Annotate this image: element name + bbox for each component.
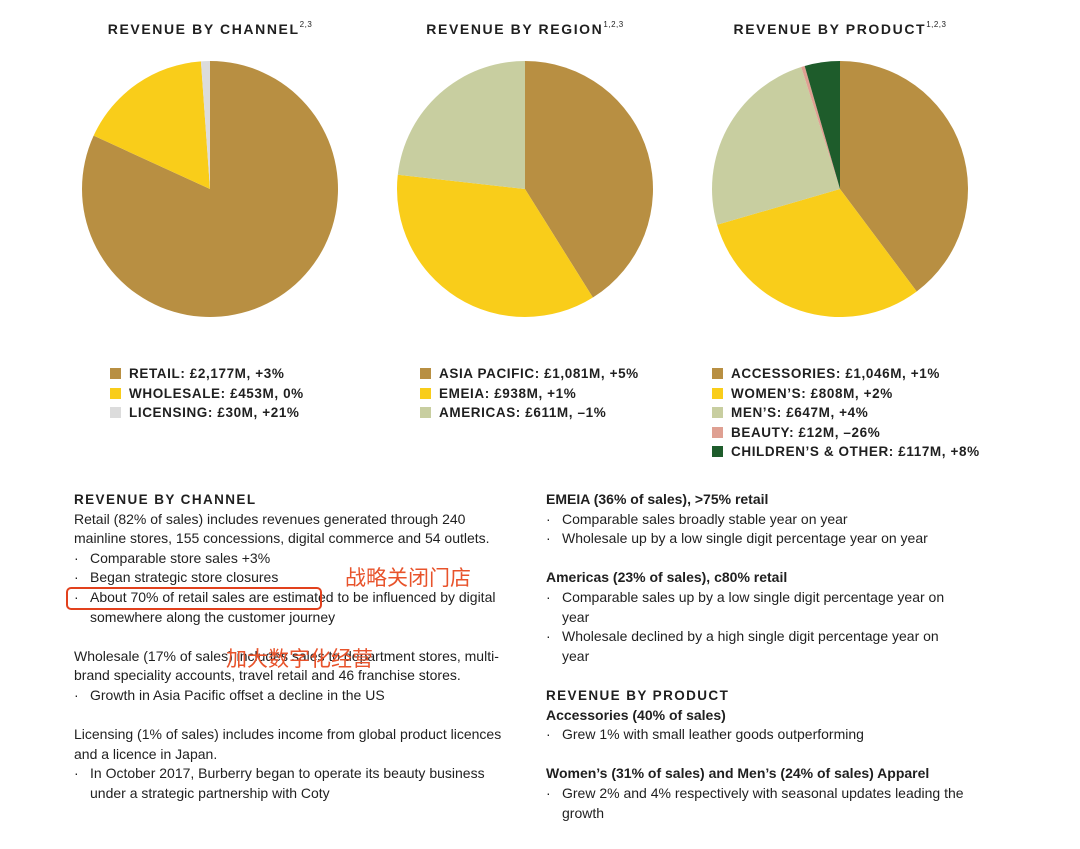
- americas-bullets: Comparable sales up by a low single digi…: [546, 588, 966, 666]
- legend-swatch: [420, 407, 431, 419]
- wholesale-bullets: Growth in Asia Pacific offset a decline …: [74, 686, 514, 706]
- chart-title: REVENUE BY PRODUCT1,2,3: [733, 20, 947, 37]
- pie-slice-2: [712, 67, 840, 225]
- legend-swatch: [420, 387, 431, 399]
- pie-slice-2: [397, 61, 525, 189]
- licensing-bullets: In October 2017, Burberry began to opera…: [74, 764, 514, 803]
- legend-entry: WOMEN’S: £808M, +2%: [712, 384, 980, 404]
- legend-swatch: [712, 368, 723, 379]
- legend-swatch: [712, 407, 723, 419]
- pie-slice-0: [82, 61, 339, 317]
- pie-slice-2: [200, 61, 210, 189]
- pie-chart: [82, 61, 339, 317]
- legend-entry: CHILDREN’S & OTHER: £117M, +8%: [712, 442, 980, 462]
- legend-label: WHOLESALE: £453M, 0%: [129, 385, 304, 401]
- legend-entry: ASIA PACIFIC: £1,081M, +5%: [420, 364, 639, 384]
- legend-entry: ACCESSORIES: £1,046M, +1%: [712, 364, 980, 384]
- list-item: Grew 2% and 4% respectively with seasona…: [546, 784, 966, 823]
- pie-slice-4: [804, 61, 840, 189]
- highlight-box: [66, 587, 322, 610]
- pie-slice-0: [525, 61, 653, 298]
- list-item: Wholesale up by a low single digit perce…: [546, 529, 966, 549]
- list-item: Comparable sales up by a low single digi…: [546, 588, 966, 627]
- emeia-heading: EMEIA (36% of sales), >75% retail: [546, 491, 769, 507]
- legend-swatch: [110, 368, 121, 379]
- legend-label: ACCESSORIES: £1,046M, +1%: [731, 366, 940, 381]
- list-item: Grew 1% with small leather goods outperf…: [546, 725, 966, 745]
- licensing-intro: Licensing (1% of sales) includes income …: [74, 726, 502, 762]
- retail-intro: Retail (82% of sales) includes revenues …: [74, 510, 490, 547]
- legend-label: MEN’S: £647M, +4%: [731, 405, 869, 421]
- apparel-heading: Women’s (31% of sales) and Men’s (24% of…: [546, 765, 930, 782]
- legend-swatch: [712, 387, 723, 399]
- list-item: Growth in Asia Pacific offset a decline …: [74, 686, 514, 706]
- legend-label: WOMEN’S: £808M, +2%: [731, 385, 893, 401]
- annotation-digital-note: 加大数字化经营: [226, 647, 373, 671]
- legend-label: BEAUTY: £12M, –26%: [731, 424, 881, 440]
- legend-swatch: [110, 407, 121, 419]
- accessories-bullets: Grew 1% with small leather goods outperf…: [546, 725, 966, 745]
- pie-slice-1: [397, 174, 593, 317]
- legend-label: RETAIL: £2,177M, +3%: [129, 366, 285, 381]
- annotation-closure-note: 战略关闭门店: [345, 566, 471, 590]
- pie-slice-1: [93, 61, 210, 189]
- legend-entry: AMERICAS: £611M, –1%: [420, 403, 639, 423]
- legend-entry: RETAIL: £2,177M, +3%: [110, 364, 304, 384]
- legend-entry: MEN’S: £647M, +4%: [712, 403, 980, 423]
- chart-legend: RETAIL: £2,177M, +3% WHOLESALE: £453M, 0%…: [110, 364, 304, 423]
- list-item: Comparable store sales +3%: [74, 549, 514, 569]
- legend-swatch: [110, 387, 121, 399]
- legend-label: AMERICAS: £611M, –1%: [439, 405, 607, 421]
- emeia-bullets: Comparable sales broadly stable year on …: [546, 510, 966, 549]
- list-item: About 70% of retail sales are estimated …: [74, 588, 514, 627]
- legend-swatch: [712, 426, 723, 438]
- apparel-bullets: Grew 2% and 4% respectively with seasona…: [546, 784, 966, 823]
- left-text-column: REVENUE BY CHANNEL Retail (82% of sales)…: [74, 490, 514, 804]
- retail-bullets: Comparable store sales +3% Began strateg…: [74, 549, 514, 627]
- section-heading: REVENUE BY PRODUCT: [546, 687, 730, 703]
- legend-label: EMEIA: £938M, +1%: [439, 385, 577, 401]
- list-item: Began strategic store closures: [74, 568, 514, 588]
- pie-chart: [712, 61, 969, 317]
- legend-label: LICENSING: £30M, +21%: [129, 405, 300, 421]
- legend-label: CHILDREN’S & OTHER: £117M, +8%: [731, 444, 980, 460]
- wholesale-intro: Wholesale (17% of sales) includes sales …: [74, 647, 499, 684]
- chart-legend: ACCESSORIES: £1,046M, +1% WOMEN’S: £808M,…: [712, 364, 980, 462]
- legend-entry: WHOLESALE: £453M, 0%: [110, 384, 304, 404]
- list-item: In October 2017, Burberry began to opera…: [74, 764, 514, 803]
- pie-chart: [397, 61, 653, 317]
- legend-entry: BEAUTY: £12M, –26%: [712, 423, 980, 443]
- legend-swatch: [420, 368, 431, 379]
- list-item: Comparable sales broadly stable year on …: [546, 510, 966, 530]
- americas-heading: Americas (23% of sales), c80% retail: [546, 569, 788, 586]
- legend-label: ASIA PACIFIC: £1,081M, +5%: [439, 366, 639, 381]
- pie-slice-0: [840, 61, 969, 292]
- list-item: Wholesale declined by a high single digi…: [546, 627, 966, 666]
- legend-entry: EMEIA: £938M, +1%: [420, 384, 639, 404]
- section-heading: REVENUE BY CHANNEL: [74, 492, 257, 507]
- legend-swatch: [712, 446, 723, 458]
- chart-title: REVENUE BY REGION1,2,3: [426, 20, 624, 37]
- pie-slice-3: [801, 65, 840, 189]
- accessories-heading: Accessories (40% of sales): [546, 706, 726, 723]
- right-text-column: EMEIA (36% of sales), >75% retail Compar…: [546, 490, 966, 823]
- chart-title: REVENUE BY CHANNEL2,3: [107, 20, 313, 37]
- chart-legend: ASIA PACIFIC: £1,081M, +5% EMEIA: £938M, …: [420, 364, 639, 423]
- legend-entry: LICENSING: £30M, +21%: [110, 403, 304, 423]
- pie-slice-1: [717, 189, 917, 317]
